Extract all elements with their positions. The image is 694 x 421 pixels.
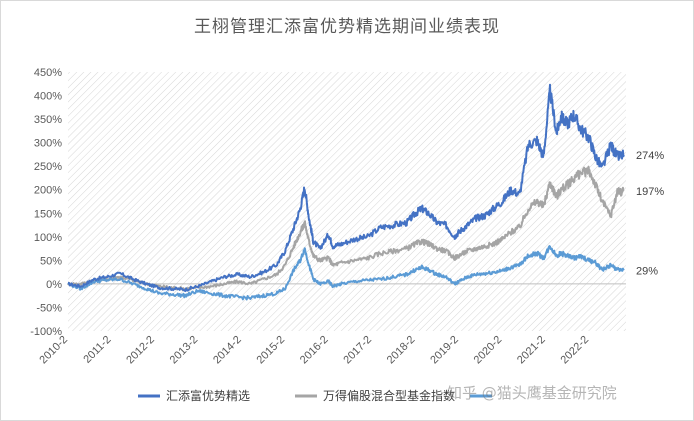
x-tick-label: 2012-2: [124, 334, 157, 367]
end-labels: 274% 197% 29%: [636, 150, 664, 277]
y-tick-label: 50%: [40, 255, 62, 267]
x-tick-label: 2014-2: [211, 334, 244, 367]
end-value-label-3: 29%: [636, 265, 658, 277]
x-tick-label: 2020-2: [472, 334, 505, 367]
chart-title: 王栩管理汇添富优势精选期间业绩表现: [194, 17, 500, 37]
x-tick-label: 2011-2: [81, 334, 113, 366]
x-tick-label: 2016-2: [298, 334, 331, 367]
series-line-3: [67, 245, 625, 301]
x-tick-label: 2018-2: [385, 334, 418, 367]
y-tick-label: 250%: [34, 161, 62, 173]
y-tick-label: 400%: [34, 91, 62, 103]
watermark-text: 知乎 @猫头鹰基金研究院: [447, 384, 617, 402]
x-tick-label: 2017-2: [341, 334, 374, 367]
y-tick-label: 450%: [34, 67, 62, 79]
series-line-1: [67, 83, 625, 293]
end-value-label-2: 197%: [636, 186, 664, 198]
end-value-label-1: 274%: [636, 150, 664, 162]
y-tick-label: -100%: [30, 326, 62, 338]
legend-label-1: 汇添富优势精选: [166, 388, 250, 403]
x-tick-label: 2022-2: [558, 334, 591, 367]
y-tick-label: 300%: [34, 138, 62, 150]
y-tick-label: -50%: [36, 302, 62, 314]
y-tick-label: 150%: [34, 208, 62, 220]
x-tick-label: 2019-2: [428, 334, 461, 367]
y-tick-label: 0%: [46, 279, 62, 291]
x-tick-label: 2010-2: [37, 334, 70, 367]
legend-label-2: 万得偏股混合型基金指数: [323, 388, 455, 403]
x-tick-label: 2015-2: [255, 334, 288, 367]
series-lines: [67, 83, 625, 301]
x-tick-label: 2013-2: [168, 334, 201, 367]
y-tick-label: 100%: [34, 232, 62, 244]
legend: 汇添富优势精选 万得偏股混合型基金指数: [138, 388, 492, 403]
y-tick-label: 200%: [34, 185, 62, 197]
y-tick-label: 350%: [34, 114, 62, 126]
x-tick-label: 2021-2: [515, 334, 548, 367]
